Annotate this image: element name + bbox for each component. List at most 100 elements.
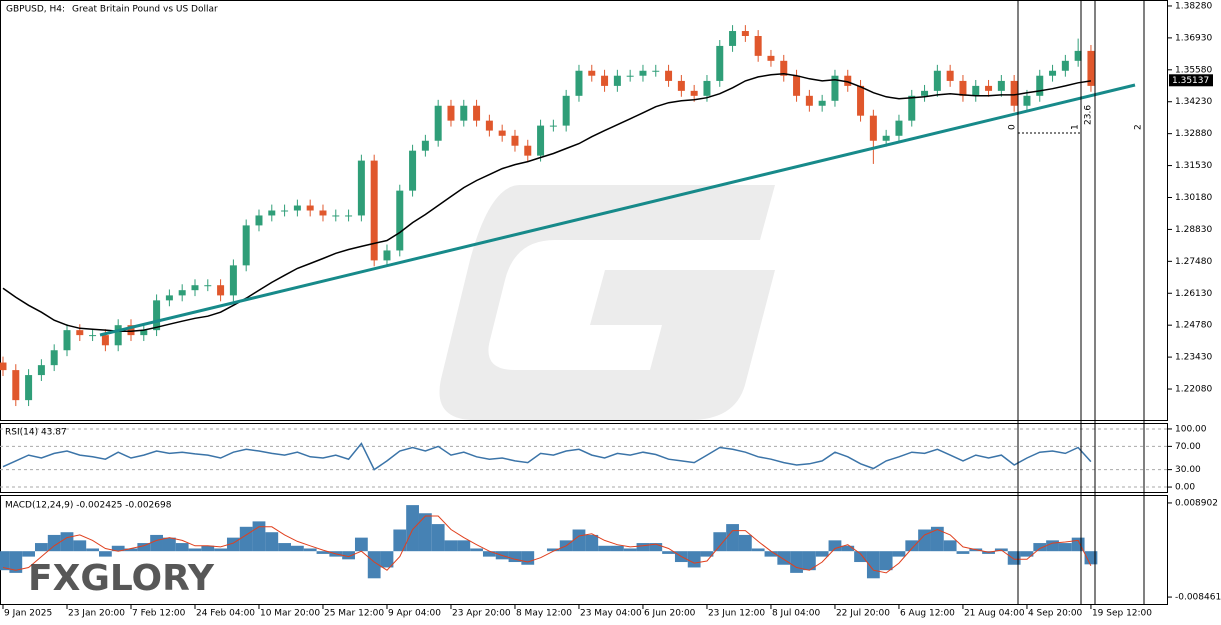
- candle-body: [741, 31, 749, 36]
- x-tick-label: 8 May 12:00: [516, 609, 572, 619]
- candle-body: [127, 325, 135, 336]
- description: Great Britain Pound vs US Dollar: [72, 5, 218, 15]
- macd-bar: [726, 524, 739, 552]
- candle-body: [332, 215, 340, 217]
- macd-panel: [0, 495, 1168, 605]
- y-tick-label: -0.008461: [1175, 593, 1221, 603]
- y-tick-label: 1.38280: [1175, 1, 1212, 11]
- candle-body: [357, 160, 365, 216]
- macd-bar: [278, 543, 291, 552]
- x-tick-label: 21 Aug 04:00: [964, 609, 1025, 619]
- candle-body: [767, 55, 775, 61]
- macd-bar: [892, 551, 906, 557]
- candle-body: [498, 130, 506, 136]
- y-tick-label: 0.00: [1175, 483, 1195, 493]
- macd-bar: [764, 551, 778, 557]
- y-tick-label: 1.28830: [1175, 225, 1212, 235]
- macd-bar: [598, 545, 611, 552]
- macd-bar: [124, 548, 138, 552]
- y-tick-label: 70.00: [1175, 442, 1201, 452]
- trend-line: [99, 83, 1136, 337]
- x-tick-label: 6 Jun 20:00: [644, 609, 696, 619]
- macd-bar: [828, 540, 842, 552]
- candle-body: [665, 70, 673, 81]
- candle-body: [447, 105, 455, 121]
- macd-bar: [111, 545, 125, 552]
- macd-bar: [175, 543, 189, 552]
- candle-body: [729, 31, 737, 46]
- logo-watermark: [439, 185, 775, 420]
- candle-body: [1049, 70, 1057, 76]
- fib-label: 2: [1134, 124, 1144, 130]
- candle-body: [818, 100, 826, 106]
- fib-label: 23.6: [1084, 105, 1094, 125]
- candle-body: [383, 250, 391, 261]
- x-tick-label: 10 Mar 20:00: [260, 609, 320, 619]
- macd-bar: [1007, 551, 1021, 565]
- last-price: 1.35137: [1172, 76, 1209, 86]
- macd-bar: [508, 551, 522, 563]
- macd-bar: [137, 543, 151, 552]
- macd-bar: [316, 551, 330, 554]
- macd-bar: [572, 529, 586, 552]
- candle-body: [1074, 50, 1082, 61]
- y-tick-label: 1.34230: [1175, 97, 1212, 107]
- macd-bar: [713, 532, 727, 552]
- candle-body: [76, 330, 84, 336]
- candle-body: [0, 362, 7, 371]
- x-tick-label: 25 Mar 12:00: [324, 609, 384, 619]
- rsi-panel: [0, 423, 1168, 493]
- candle-body: [63, 330, 71, 351]
- candle-body: [1010, 80, 1018, 106]
- candle-body: [268, 210, 276, 216]
- x-tick-label: 22 Jul 20:00: [836, 609, 890, 619]
- macd-bar: [854, 551, 867, 563]
- macd-bar: [546, 548, 560, 552]
- macd-bar: [470, 548, 483, 552]
- y-tick-label: 1.35580: [1175, 65, 1212, 75]
- candle-body: [165, 295, 173, 301]
- candle-body: [575, 70, 583, 96]
- macd-bar: [585, 534, 599, 552]
- candle-body: [217, 285, 225, 296]
- macd-bar: [290, 545, 304, 552]
- candle-body: [972, 85, 980, 96]
- candle-body: [101, 335, 109, 346]
- candle-body: [485, 120, 493, 131]
- macd-bar: [662, 551, 675, 554]
- macd-bar: [636, 543, 650, 552]
- y-tick-label: 1.31530: [1175, 161, 1212, 171]
- candle-body: [601, 75, 609, 86]
- price-panel: [0, 0, 1168, 421]
- macd-bar: [162, 537, 176, 552]
- macd-bar: [380, 551, 394, 568]
- macd-bar: [1058, 543, 1072, 552]
- x-tick-label: 23 Apr 20:00: [452, 609, 511, 619]
- macd-bar: [700, 551, 714, 557]
- macd-bar: [687, 551, 701, 568]
- macd-bar: [201, 545, 215, 552]
- panels: [0, 0, 1168, 605]
- x-tick-label: 23 Jun 12:00: [708, 609, 765, 619]
- macd-bar: [943, 540, 957, 552]
- candle-body: [12, 370, 20, 401]
- candle-body: [780, 60, 788, 76]
- macd-bar: [9, 551, 23, 573]
- candle-body: [114, 325, 122, 346]
- candle-body: [293, 205, 301, 211]
- candle-body: [895, 120, 903, 136]
- macd-bar: [22, 551, 35, 557]
- candle-body: [652, 70, 660, 72]
- candle-body: [178, 290, 186, 296]
- candle-body: [703, 80, 711, 96]
- candle-body: [946, 70, 954, 81]
- macd-label: MACD(12,24,9) -0.002425 -0.002698: [5, 501, 172, 511]
- candle-body: [204, 285, 212, 287]
- candle-body: [933, 70, 941, 91]
- macd-bar: [482, 551, 496, 557]
- y-tick-label: 1.26130: [1175, 289, 1212, 299]
- drawings: 0 1 23.6 2: [99, 0, 1145, 605]
- symbol: GBPUSD, H4:: [6, 5, 65, 15]
- macd-bar: [252, 521, 266, 552]
- macd-bar: [738, 534, 752, 552]
